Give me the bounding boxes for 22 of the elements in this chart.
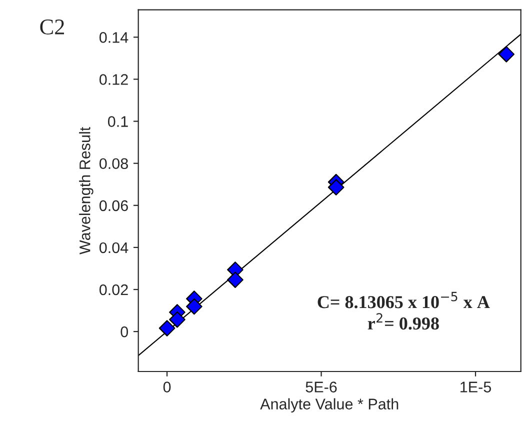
x-tick-label: 1E-5 [460,382,492,392]
y-tick-label: 0.1 [108,116,128,127]
point [169,311,186,328]
y-tick-label: 0.04 [99,242,128,254]
annotation: r$^{2}$= 0.998 [368,313,439,330]
point [158,320,176,336]
y-tick-label: 0.02 [99,284,128,296]
x-axis-title: Analyte Value * Path [260,398,398,412]
point [498,46,515,62]
x-tick-label: 0 [163,382,171,392]
annotation: C= 8.13065 x 10$^{−5}$ x A [318,292,490,308]
x-tick-label: 5E-6 [306,382,337,392]
y-tick-label: 0.12 [99,74,128,85]
y-tick-label: 0.08 [99,158,128,170]
y-tick-label: 0.06 [99,200,128,212]
y-tick-label: 0 [120,326,128,338]
y-tick-label: 0.14 [99,32,128,43]
point [328,179,344,196]
point [186,298,202,315]
y-axis-title: Wavelength Result [79,126,94,254]
chart-title: C2 [40,20,64,34]
point [227,272,244,288]
